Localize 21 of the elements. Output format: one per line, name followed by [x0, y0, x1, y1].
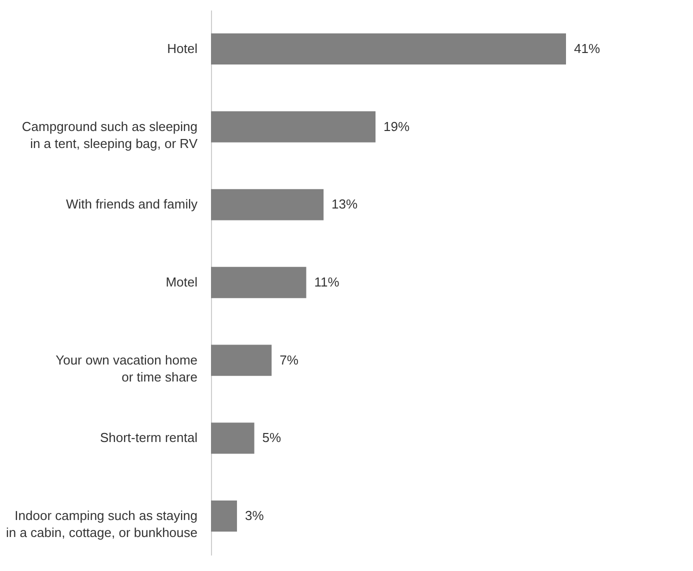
data-label: 19%	[384, 118, 410, 134]
y-tick-label: Your own vacation home or time share	[56, 352, 198, 384]
data-label: 3%	[244, 508, 264, 524]
bar	[211, 344, 272, 376]
bar	[211, 189, 324, 220]
bar	[211, 33, 566, 64]
data-label: 5%	[262, 430, 282, 446]
y-tick-label: Short-term rental	[100, 430, 198, 446]
data-label: 41%	[574, 40, 600, 56]
y-tick-label: Indoor camping such as staying in a cabin, cottage, or bunkhouse	[6, 508, 198, 540]
y-tick-label: Motel	[166, 274, 198, 290]
y-tick-label: Campground such as sleeping in a tent, sleeping bag, or RV	[22, 118, 198, 151]
data-label: 11%	[314, 274, 340, 290]
y-tick-label: Hotel	[167, 40, 198, 56]
data-label: 13%	[332, 196, 358, 212]
bar	[211, 422, 254, 454]
bar	[211, 111, 376, 142]
y-tick-label: With friends and family	[66, 196, 198, 212]
bar	[211, 266, 306, 298]
bar	[211, 500, 237, 532]
data-label: 7%	[280, 352, 299, 368]
